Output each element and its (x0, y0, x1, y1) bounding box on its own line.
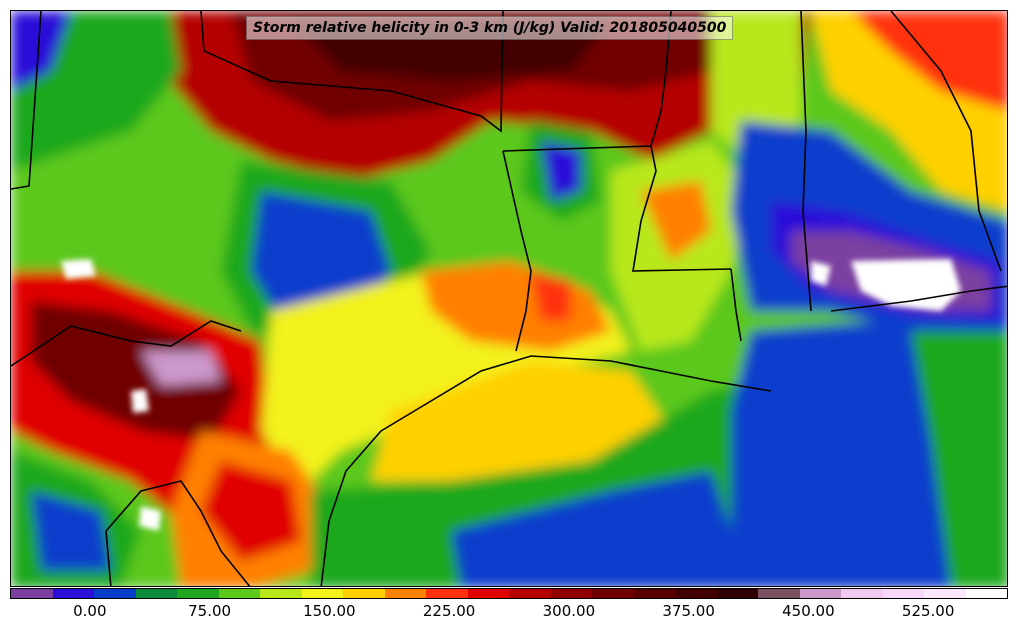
colorbar-segment (550, 589, 592, 598)
colorbar-segment (94, 589, 136, 598)
map-frame (10, 10, 1008, 587)
colorbar-segment (301, 589, 343, 598)
colorbar-tick-label: 0.00 (73, 602, 107, 620)
colorbar-tick-label: 450.00 (782, 602, 835, 620)
colorbar-tick-label: 225.00 (422, 602, 476, 620)
colorbar-segment (882, 589, 924, 598)
colorbar-segment (467, 589, 509, 598)
colorbar-segment (675, 589, 717, 598)
colorbar-tick-label: 150.00 (303, 602, 356, 620)
colorbar-ticks: 0.00 75.00 150.00 225.00 300.00 375.00 450.00 5… (10, 602, 1008, 624)
colorbar-segment (384, 589, 426, 598)
colorbar (10, 588, 1008, 599)
map-title: Storm relative helicity in 0-3 km (J/kg)… (246, 16, 734, 40)
colorbar-segment (841, 589, 883, 598)
colorbar-segment (758, 589, 800, 598)
colorbar-tick-label: 525.00 (901, 602, 955, 620)
colorbar-segment (343, 589, 385, 598)
colorbar-tick-label: 375.00 (662, 602, 715, 620)
colorbar-segment (11, 589, 53, 598)
colorbar-segment (716, 589, 758, 598)
colorbar-segment (52, 589, 94, 598)
colorbar-segment (592, 589, 634, 598)
colorbar-segment (260, 589, 302, 598)
colorbar-segment (426, 589, 468, 598)
colorbar-segment (177, 589, 219, 598)
colorbar-segment (633, 589, 675, 598)
colorbar-tick-label: 75.00 (188, 602, 232, 620)
colorbar-segment (924, 589, 966, 598)
colorbar-segment (965, 589, 1007, 598)
colorbar-tick-label: 300.00 (542, 602, 596, 620)
helicity-map (11, 11, 1007, 586)
colorbar-segment (135, 589, 177, 598)
colorbar-segment (218, 589, 260, 598)
colorbar-segment (509, 589, 551, 598)
colorbar-segment (799, 589, 841, 598)
